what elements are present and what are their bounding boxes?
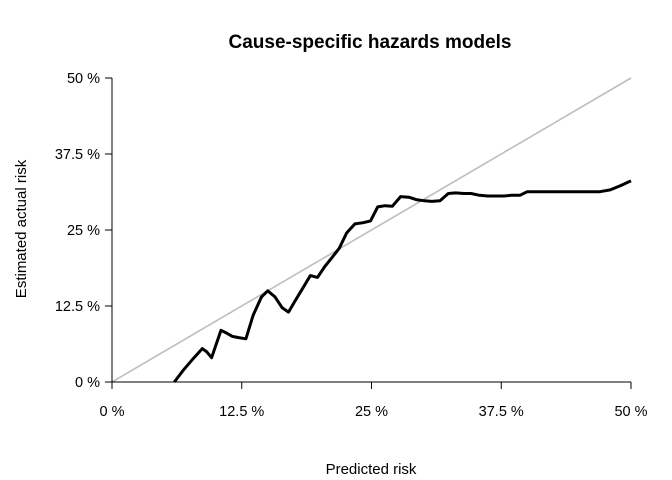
y-tick-label: 12.5 % (55, 299, 100, 315)
calibration-curve-line (173, 179, 632, 383)
y-axis-label: Estimated actual risk (13, 159, 30, 298)
x-tick-label: 50 % (614, 404, 647, 420)
y-tick-label: 50 % (67, 71, 100, 87)
plot-area (111, 77, 632, 383)
x-tick-label: 0 % (100, 404, 125, 420)
y-axis-ticks: 0 % 12.5 % 25 % 37.5 % 50 % (55, 71, 112, 391)
y-tick-label: 25 % (67, 223, 100, 239)
y-tick-label: 37.5 % (55, 147, 100, 163)
y-tick-label: 0 % (75, 375, 100, 391)
reference-diagonal-line (111, 77, 632, 383)
chart-title: Cause-specific hazards models (229, 32, 512, 53)
x-tick-label: 25 % (355, 404, 388, 420)
x-tick-label: 12.5 % (219, 404, 264, 420)
x-axis-label: Predicted risk (326, 461, 417, 478)
x-tick-label: 37.5 % (479, 404, 524, 420)
x-axis-ticks: 0 % 12.5 % 25 % 37.5 % 50 % (100, 382, 648, 420)
